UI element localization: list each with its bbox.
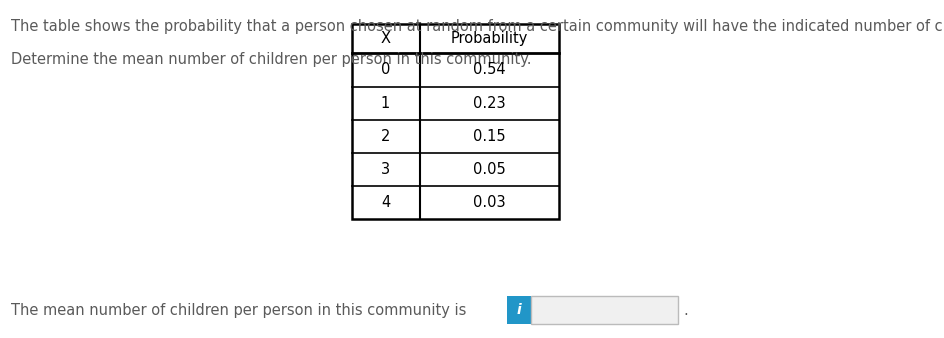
Text: 0.54: 0.54 [473,63,505,77]
Text: The mean number of children per person in this community is: The mean number of children per person i… [11,303,466,318]
Text: 0.05: 0.05 [473,162,505,177]
Text: 0.23: 0.23 [473,96,505,111]
Text: .: . [683,303,687,318]
Text: 1: 1 [380,96,390,111]
Text: 0: 0 [380,63,390,77]
Text: 0.03: 0.03 [473,195,505,210]
Text: i: i [515,303,521,317]
Text: X: X [380,31,390,46]
Text: Determine the mean number of children per person in this community.: Determine the mean number of children pe… [11,52,531,67]
Text: The table shows the probability that a person chosen at random from a certain co: The table shows the probability that a p… [11,19,944,33]
Text: 4: 4 [380,195,390,210]
Text: 0.15: 0.15 [473,129,505,144]
Text: Probability: Probability [450,31,528,46]
Text: 3: 3 [380,162,390,177]
Text: 2: 2 [380,129,390,144]
